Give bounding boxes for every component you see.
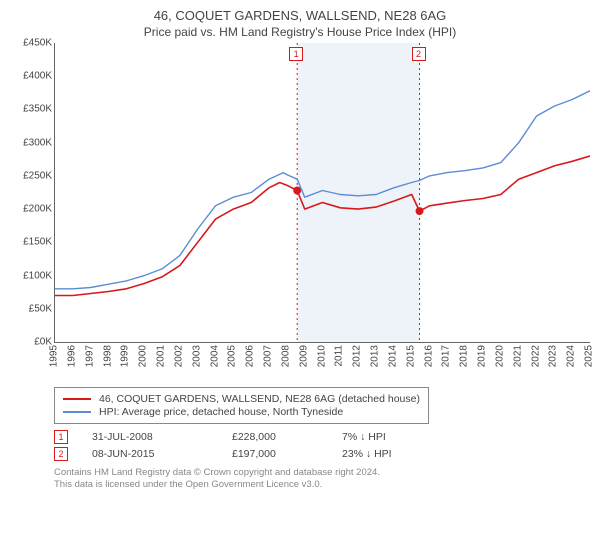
- x-tick-label: 2023: [548, 345, 559, 367]
- legend-item: HPI: Average price, detached house, Nort…: [63, 406, 420, 418]
- x-tick-label: 2000: [138, 345, 149, 367]
- legend-swatch: [63, 411, 91, 413]
- legend: 46, COQUET GARDENS, WALLSEND, NE28 6AG (…: [54, 387, 429, 424]
- y-tick-label: £150K: [10, 237, 52, 248]
- x-tick-label: 2007: [263, 345, 274, 367]
- chart-subtitle: Price paid vs. HM Land Registry's House …: [10, 25, 590, 39]
- x-tick-label: 1997: [84, 345, 95, 367]
- y-tick-label: £200K: [10, 204, 52, 215]
- x-tick-label: 2018: [459, 345, 470, 367]
- x-tick-label: 2021: [512, 345, 523, 367]
- x-tick-label: 2002: [173, 345, 184, 367]
- x-tick-label: 2009: [298, 345, 309, 367]
- footer-line-1: Contains HM Land Registry data © Crown c…: [54, 467, 590, 479]
- plot-svg: [55, 43, 590, 342]
- y-tick-label: £100K: [10, 270, 52, 281]
- chart-title: 46, COQUET GARDENS, WALLSEND, NE28 6AG: [10, 8, 590, 23]
- x-tick-label: 2017: [441, 345, 452, 367]
- sale-diff: 23% ↓ HPI: [342, 448, 462, 460]
- x-tick-label: 2020: [494, 345, 505, 367]
- sale-row: 1 31-JUL-2008£228,0007% ↓ HPI: [54, 430, 590, 444]
- sales-table: 1 31-JUL-2008£228,0007% ↓ HPI 2 08-JUN-2015…: [54, 430, 590, 461]
- x-tick-label: 2014: [387, 345, 398, 367]
- x-tick-label: 2006: [245, 345, 256, 367]
- plot-area: [54, 43, 590, 343]
- x-axis: 1995199619971998199920002001200220032004…: [54, 343, 590, 383]
- sale-row-marker: 2: [54, 447, 68, 461]
- x-tick-label: 2013: [370, 345, 381, 367]
- sale-price: £228,000: [232, 431, 342, 443]
- x-tick-label: 2019: [477, 345, 488, 367]
- x-tick-label: 2004: [209, 345, 220, 367]
- sale-row-marker: 1: [54, 430, 68, 444]
- x-tick-label: 1996: [66, 345, 77, 367]
- x-tick-label: 2025: [584, 345, 595, 367]
- sale-row: 2 08-JUN-2015£197,00023% ↓ HPI: [54, 447, 590, 461]
- chart-area: £0K £50K £100K £150K £200K £250K £300K £350K £40…: [10, 43, 590, 383]
- legend-label: 46, COQUET GARDENS, WALLSEND, NE28 6AG (…: [99, 393, 420, 405]
- sale-price: £197,000: [232, 448, 342, 460]
- x-tick-label: 2011: [334, 345, 345, 367]
- y-tick-label: £300K: [10, 137, 52, 148]
- x-tick-label: 2005: [227, 345, 238, 367]
- footer-line-2: This data is licensed under the Open Gov…: [54, 479, 590, 491]
- legend-item: 46, COQUET GARDENS, WALLSEND, NE28 6AG (…: [63, 393, 420, 405]
- sale-marker-1: 1: [289, 47, 303, 61]
- sale-marker-2: 2: [412, 47, 426, 61]
- y-axis: £0K£50K£100K£150K£200K£250K£300K£350K£40…: [10, 43, 54, 343]
- x-tick-label: 1999: [120, 345, 131, 367]
- y-tick-label: £0K: [10, 337, 52, 348]
- footer: Contains HM Land Registry data © Crown c…: [54, 467, 590, 492]
- legend-label: HPI: Average price, detached house, Nort…: [99, 406, 343, 418]
- y-tick-label: £450K: [10, 38, 52, 49]
- x-tick-label: 1995: [49, 345, 60, 367]
- y-tick-label: £400K: [10, 71, 52, 82]
- legend-swatch: [63, 398, 91, 400]
- x-tick-label: 2012: [352, 345, 363, 367]
- x-tick-label: 2015: [405, 345, 416, 367]
- x-tick-label: 2022: [530, 345, 541, 367]
- x-tick-label: 2010: [316, 345, 327, 367]
- chart-container: 46, COQUET GARDENS, WALLSEND, NE28 6AG P…: [0, 0, 600, 498]
- y-tick-label: £350K: [10, 104, 52, 115]
- y-tick-label: £250K: [10, 170, 52, 181]
- sale-date: 08-JUN-2015: [92, 448, 232, 460]
- x-tick-label: 2024: [566, 345, 577, 367]
- x-tick-label: 2008: [280, 345, 291, 367]
- x-tick-label: 2001: [156, 345, 167, 367]
- x-tick-label: 2003: [191, 345, 202, 367]
- sale-diff: 7% ↓ HPI: [342, 431, 462, 443]
- x-tick-label: 1998: [102, 345, 113, 367]
- sale-date: 31-JUL-2008: [92, 431, 232, 443]
- y-tick-label: £50K: [10, 303, 52, 314]
- x-tick-label: 2016: [423, 345, 434, 367]
